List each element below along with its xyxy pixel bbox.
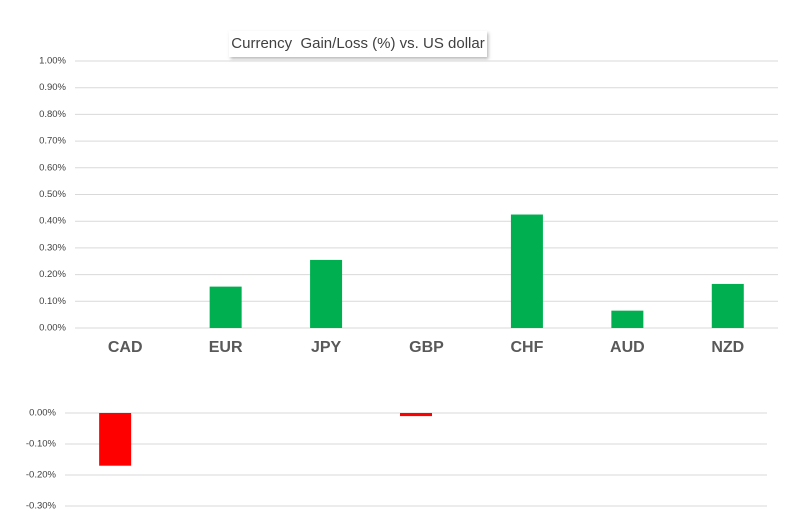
bar	[99, 413, 132, 466]
bar	[510, 214, 543, 328]
y-tick-label: 0.50%	[39, 189, 66, 200]
bar	[711, 283, 744, 328]
y-tick-label: 0.00%	[39, 323, 66, 334]
y-tick-label: 1.00%	[39, 56, 66, 67]
y-tick-label: 0.40%	[39, 216, 66, 227]
y-tick-label: -0.20%	[26, 470, 57, 481]
x-tick-label: GBP	[409, 339, 444, 356]
x-tick-label: EUR	[209, 339, 243, 356]
y-tick-label: 0.30%	[39, 242, 66, 253]
y-tick-label: -0.30%	[26, 501, 57, 512]
y-tick-label: 0.10%	[39, 296, 66, 307]
bar	[611, 310, 644, 328]
x-tick-label: NZD	[711, 339, 744, 356]
title-box	[229, 31, 487, 57]
chart-title: Currency Gain/Loss (%) vs. US dollar	[231, 35, 484, 52]
y-tick-label: 0.90%	[39, 82, 66, 93]
bar	[400, 413, 432, 417]
y-tick-label: 0.80%	[39, 109, 66, 120]
x-tick-label: AUD	[610, 339, 645, 356]
bar	[209, 286, 242, 328]
y-tick-label: -0.10%	[26, 439, 57, 450]
x-tick-label: JPY	[311, 339, 342, 356]
bar	[310, 259, 343, 328]
y-tick-label: 0.00%	[29, 408, 56, 419]
x-tick-label: CHF	[510, 339, 543, 356]
y-tick-label: 0.60%	[39, 162, 66, 173]
x-tick-label: CAD	[108, 339, 143, 356]
y-tick-label: 0.20%	[39, 269, 66, 280]
y-tick-label: 0.70%	[39, 136, 66, 147]
